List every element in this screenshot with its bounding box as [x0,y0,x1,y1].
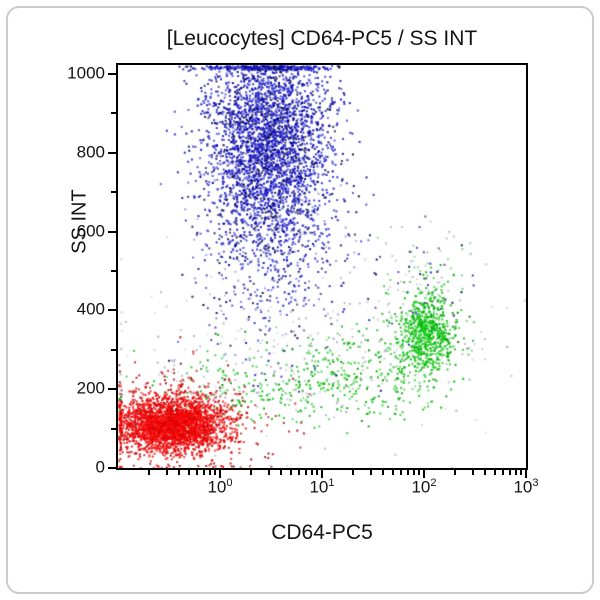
x-axis-major-tick [321,470,323,478]
x-axis-major-tick [525,470,527,478]
x-axis-minor-tick [413,470,415,475]
x-axis-minor-tick [454,470,456,475]
y-axis-minor-tick [111,349,116,351]
y-axis-minor-tick [111,112,116,114]
x-axis-minor-tick [407,470,409,475]
y-axis-minor-tick [111,191,116,193]
y-axis-tick-label: 0 [95,457,105,477]
x-axis-minor-tick [502,470,504,475]
x-axis-minor-tick [298,470,300,475]
x-axis-minor-tick [400,470,402,475]
y-axis-major-tick [108,73,116,75]
x-axis-minor-tick [509,470,511,475]
y-axis-tick-label: 1000 [67,63,105,83]
x-axis-tick-label: 102 [411,477,437,497]
y-axis-major-tick [108,152,116,154]
y-axis-major-tick [108,309,116,311]
x-axis-minor-tick [484,470,486,475]
x-axis-major-tick [219,470,221,478]
x-axis-minor-tick [203,470,205,475]
x-axis-minor-tick [290,470,292,475]
x-axis-minor-tick [166,470,168,475]
x-axis-minor-tick [316,470,318,475]
y-axis-tick-label: 200 [76,378,105,398]
y-axis-major-tick [108,467,116,469]
x-axis-minor-tick [209,470,211,475]
x-axis-minor-tick [472,470,474,475]
y-axis-tick-label: 800 [76,142,105,162]
x-axis-minor-tick [250,470,252,475]
y-axis-minor-tick [111,428,116,430]
x-axis-minor-tick [515,470,517,475]
y-axis-minor-tick [111,270,116,272]
x-axis-minor-tick [370,470,372,475]
x-axis-minor-tick [188,470,190,475]
x-axis-minor-tick [178,470,180,475]
x-axis-minor-tick [392,470,394,475]
x-axis-minor-tick [305,470,307,475]
x-axis-major-tick [423,470,425,478]
x-axis-minor-tick [352,470,354,475]
x-axis-minor-tick [214,470,216,475]
x-axis-minor-tick [311,470,313,475]
x-axis-minor-tick [418,470,420,475]
x-axis-tick-label: 101 [309,477,335,497]
x-axis-minor-tick [148,470,150,475]
y-axis-tick-label: 600 [76,221,105,241]
x-axis-title: CD64-PC5 [271,521,373,544]
y-axis-tick-label: 400 [76,299,105,319]
x-axis-minor-tick [494,470,496,475]
chart-title: [Leucocytes] CD64-PC5 / SS INT [166,27,478,50]
x-axis-tick-label: 100 [207,477,233,497]
plot-area [116,63,528,470]
y-axis-major-tick [108,231,116,233]
y-axis-major-tick [108,388,116,390]
x-axis-minor-tick [280,470,282,475]
scatter-points-canvas [118,65,526,468]
x-axis-minor-tick [382,470,384,475]
x-axis-minor-tick [520,470,522,475]
x-axis-tick-label: 103 [513,477,539,497]
x-axis-minor-tick [196,470,198,475]
x-axis-minor-tick [268,470,270,475]
